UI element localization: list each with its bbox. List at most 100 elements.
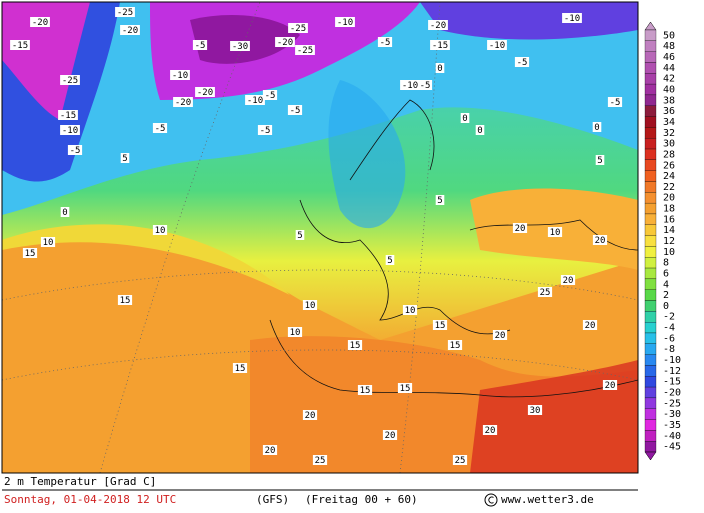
contour-label: -10 (247, 96, 263, 106)
contour-label: 5 (122, 154, 127, 164)
scale-swatch (644, 83, 657, 96)
scale-swatch (644, 300, 657, 312)
contour-label: -15 (432, 41, 448, 51)
contour-label: 20 (563, 276, 574, 286)
scale-label: -8 (663, 344, 675, 355)
contour-label: -20 (430, 21, 446, 31)
contour-label: 20 (265, 446, 276, 456)
scale-label: 4 (663, 279, 669, 290)
contour-label-box (512, 223, 528, 233)
scale-swatch (644, 148, 657, 160)
scale-swatch (644, 365, 657, 377)
contour-label-box (195, 87, 215, 97)
contour-label-box (152, 123, 168, 133)
contour-label: -10 (337, 18, 353, 28)
contour-label-box (382, 430, 398, 440)
contour-label-box (607, 97, 623, 107)
scale-swatch (644, 386, 657, 399)
contour-label: -5 (517, 58, 528, 68)
contour-label: -10 (172, 71, 188, 81)
contour-label: -5 (70, 146, 81, 156)
contour-label: -15 (12, 41, 28, 51)
contour-label: 25 (540, 288, 551, 298)
contour-label-box (22, 248, 38, 258)
scale-swatch (644, 159, 657, 171)
scale-label: 28 (663, 149, 675, 160)
contour-label-box (60, 125, 80, 135)
scale-label: 36 (663, 106, 675, 117)
contour-label-box (402, 305, 418, 315)
contour-label-box (527, 405, 543, 415)
scale-swatch (644, 170, 657, 182)
contour-label-box (592, 122, 602, 132)
contour-label: 10 (405, 306, 416, 316)
scale-swatch (644, 322, 657, 334)
scale-swatch (644, 138, 657, 150)
contour-label-box (430, 40, 450, 50)
contour-label-box (560, 275, 576, 285)
contour-label-box (347, 340, 363, 350)
scale-label: 22 (663, 182, 675, 193)
contour-label-box (312, 455, 328, 465)
contour-label: 0 (477, 126, 482, 136)
scale-swatch (644, 181, 657, 193)
scale-swatch (644, 332, 657, 344)
scale-label: -20 (663, 387, 681, 398)
scale-label: 6 (663, 268, 669, 279)
scale-swatch (644, 105, 657, 117)
contour-label-box (335, 17, 355, 27)
contour-label: 20 (515, 224, 526, 234)
contour-label-box (562, 13, 582, 23)
contour-label: -10 (402, 81, 418, 91)
contour-label-box (67, 145, 83, 155)
contour-label: -25 (117, 8, 133, 18)
contour-label: 15 (120, 296, 131, 306)
contour-label-box (537, 287, 553, 297)
contour-label-box (60, 207, 70, 217)
contour-label: -5 (260, 126, 271, 136)
map (1, 1, 639, 474)
scale-label: 38 (663, 95, 675, 106)
contour-label-box (592, 235, 608, 245)
scale-label: 16 (663, 214, 675, 225)
scale-swatch (644, 127, 657, 139)
scale-swatch (644, 376, 657, 388)
copyright-icon (484, 493, 498, 507)
scale-swatch (644, 224, 657, 236)
scale-swatch (644, 94, 657, 106)
contour-label-box (120, 25, 140, 35)
contour-label: 0 (62, 208, 67, 218)
scale-label: -10 (663, 355, 681, 366)
contour-label-box (257, 125, 273, 135)
scale-label: 46 (663, 52, 675, 63)
contour-label: 0 (437, 64, 442, 74)
contour-label-box (487, 40, 507, 50)
contour-label-box (40, 237, 56, 247)
contour-label-box (475, 125, 485, 135)
scale-label: 14 (663, 225, 675, 236)
contour-label: -25 (62, 76, 78, 86)
contour-label: 10 (550, 228, 561, 238)
scale-label: 48 (663, 41, 675, 52)
contour-label: -25 (290, 24, 306, 34)
contour-label: -20 (32, 18, 48, 28)
contour-label: 5 (597, 156, 602, 166)
contour-label-box (400, 80, 420, 90)
contour-label-box (287, 105, 303, 115)
contour-label-box (435, 195, 445, 205)
contour-label-box (230, 41, 250, 51)
scale-swatch (644, 29, 657, 41)
contour-label: 30 (530, 406, 541, 416)
scale-swatch (644, 311, 657, 323)
contour-label: -5 (265, 91, 276, 101)
contour-label: 15 (450, 341, 461, 351)
contour-label: -30 (232, 42, 248, 52)
contour-label: 5 (387, 256, 392, 266)
scale-label: 30 (663, 139, 675, 150)
scale-swatch (644, 116, 657, 128)
scale-label: 8 (663, 258, 669, 269)
contour-label-box (295, 230, 305, 240)
contour-label: 15 (435, 321, 446, 331)
color-scale: 5048464442403836343230282624222018161412… (644, 21, 681, 461)
scale-swatch (644, 419, 657, 431)
